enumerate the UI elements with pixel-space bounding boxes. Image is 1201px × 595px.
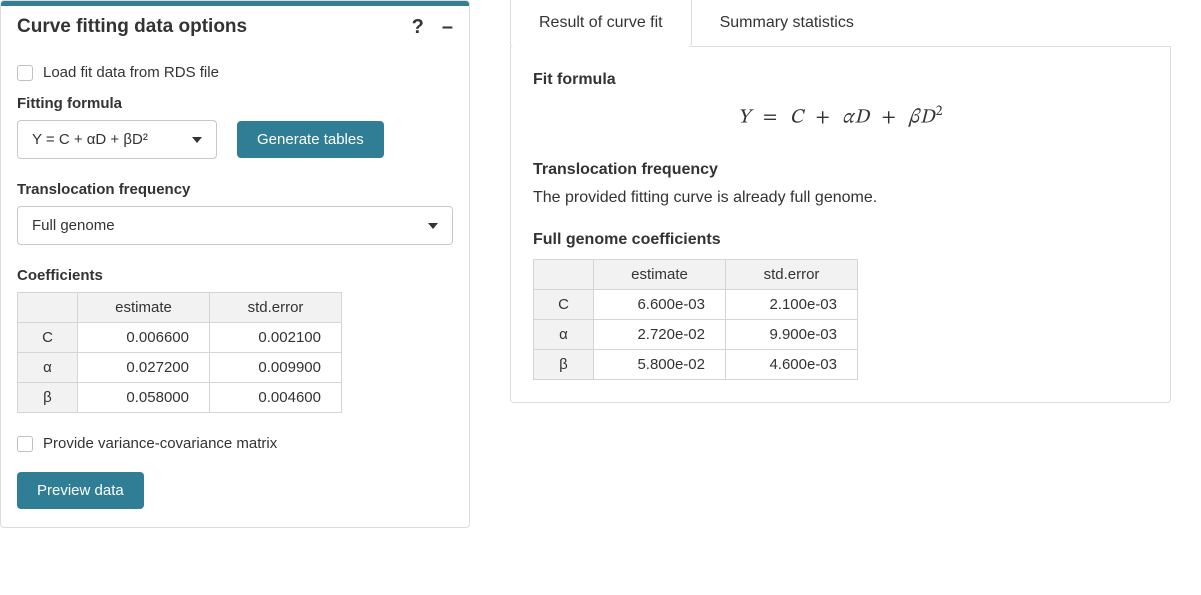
col-estimate: estimate xyxy=(594,259,726,289)
fit-formula-title: Fit formula xyxy=(533,71,1148,89)
coefficients-table: estimate std.error C 0.006600 0.002100 α… xyxy=(17,292,342,413)
tab-result-label: Result of curve fit xyxy=(539,14,663,31)
formula-select[interactable]: Y = C + αD + βD² xyxy=(17,120,217,159)
tab-summary[interactable]: Summary statistics xyxy=(692,0,882,46)
formula-beta: β xyxy=(908,108,920,128)
corner-cell xyxy=(534,259,594,289)
translocation-select[interactable]: Full genome xyxy=(17,206,453,245)
estimate-cell[interactable]: 0.058000 xyxy=(78,383,210,413)
load-rds-label: Load fit data from RDS file xyxy=(43,64,219,81)
stderr-cell[interactable]: 0.009900 xyxy=(210,353,342,383)
param-cell: α xyxy=(534,319,594,349)
table-row: C 6.600e-03 2.100e-03 xyxy=(534,289,858,319)
table-row: C 0.006600 0.002100 xyxy=(18,323,342,353)
formula-eq: = xyxy=(763,108,778,128)
load-rds-checkbox[interactable] xyxy=(17,65,33,81)
panel-header-icons: ? – xyxy=(412,17,453,37)
param-cell: α xyxy=(18,353,78,383)
preview-data-button[interactable]: Preview data xyxy=(17,472,144,509)
table-row: β 5.800e-02 4.600e-03 xyxy=(534,349,858,379)
table-header-row: estimate std.error xyxy=(18,293,342,323)
fitting-formula-label: Fitting formula xyxy=(17,95,453,112)
formula-D1: D xyxy=(855,108,871,128)
coefficients-label: Coefficients xyxy=(17,267,453,284)
estimate-cell: 5.800e-02 xyxy=(594,349,726,379)
table-row: β 0.058000 0.004600 xyxy=(18,383,342,413)
param-cell: β xyxy=(534,349,594,379)
panel-title: Curve fitting data options xyxy=(17,16,412,38)
varcov-checkbox[interactable] xyxy=(17,436,33,452)
tab-bar: Result of curve fit Summary statistics xyxy=(510,0,1171,47)
formula-plus1: + xyxy=(815,108,830,128)
stderr-cell[interactable]: 0.004600 xyxy=(210,383,342,413)
param-cell: β xyxy=(18,383,78,413)
generate-tables-button[interactable]: Generate tables xyxy=(237,121,384,158)
tab-summary-label: Summary statistics xyxy=(720,14,854,31)
stderr-cell: 4.600e-03 xyxy=(726,349,858,379)
col-stderr: std.error xyxy=(726,259,858,289)
right-column: Result of curve fit Summary statistics F… xyxy=(510,0,1201,528)
translocation-text: The provided fitting curve is already fu… xyxy=(533,189,1148,207)
estimate-cell: 6.600e-03 xyxy=(594,289,726,319)
app-layout: Curve fitting data options ? – Load fit … xyxy=(0,0,1201,528)
estimate-cell[interactable]: 0.006600 xyxy=(78,323,210,353)
estimate-cell[interactable]: 0.027200 xyxy=(78,353,210,383)
formula-exp: 2 xyxy=(936,105,944,119)
panel-header: Curve fitting data options ? – xyxy=(1,6,469,44)
fitting-formula-section: Fitting formula Y = C + αD + βD² Generat… xyxy=(17,95,453,159)
varcov-row[interactable]: Provide variance-covariance matrix xyxy=(17,435,453,452)
stderr-cell: 9.900e-03 xyxy=(726,319,858,349)
result-coef-table: estimate std.error C 6.600e-03 2.100e-03… xyxy=(533,259,858,380)
panel-body: Load fit data from RDS file Fitting form… xyxy=(1,44,469,527)
options-panel: Curve fitting data options ? – Load fit … xyxy=(0,0,470,528)
col-stderr: std.error xyxy=(210,293,342,323)
translocation-label: Translocation frequency xyxy=(17,181,453,198)
param-cell: C xyxy=(18,323,78,353)
param-cell: C xyxy=(534,289,594,319)
results-panel: Result of curve fit Summary statistics F… xyxy=(510,0,1171,403)
table-header-row: estimate std.error xyxy=(534,259,858,289)
stderr-cell[interactable]: 0.002100 xyxy=(210,323,342,353)
chevron-down-icon xyxy=(192,137,202,143)
formula-select-value: Y = C + αD + βD² xyxy=(32,131,148,148)
formula-plus2: + xyxy=(882,108,897,128)
formula-controls-row: Y = C + αD + βD² Generate tables xyxy=(17,120,453,159)
translocation-section: Translocation frequency Full genome xyxy=(17,181,453,245)
table-row: α 0.027200 0.009900 xyxy=(18,353,342,383)
left-column: Curve fitting data options ? – Load fit … xyxy=(0,0,470,528)
estimate-cell: 2.720e-02 xyxy=(594,319,726,349)
formula-D2: D xyxy=(920,108,936,128)
load-rds-row[interactable]: Load fit data from RDS file xyxy=(17,64,453,81)
fit-formula-display: Y = C + αD + βD2 xyxy=(533,103,1148,131)
formula-alpha: α xyxy=(842,108,854,128)
formula-C: C xyxy=(790,108,804,128)
translocation-value: Full genome xyxy=(32,217,115,234)
chevron-down-icon xyxy=(428,223,438,229)
help-icon[interactable]: ? xyxy=(412,17,424,37)
coefficients-section: Coefficients estimate std.error C 0.0066… xyxy=(17,267,453,413)
corner-cell xyxy=(18,293,78,323)
col-estimate: estimate xyxy=(78,293,210,323)
preview-row: Preview data xyxy=(17,472,453,509)
tab-result[interactable]: Result of curve fit xyxy=(510,0,692,47)
stderr-cell: 2.100e-03 xyxy=(726,289,858,319)
translocation-title: Translocation frequency xyxy=(533,161,1148,179)
results-content: Fit formula Y = C + αD + βD2 Translocati… xyxy=(510,47,1171,403)
table-row: α 2.720e-02 9.900e-03 xyxy=(534,319,858,349)
collapse-icon[interactable]: – xyxy=(442,17,453,37)
formula-Y: Y xyxy=(737,108,751,128)
coef-title: Full genome coefficients xyxy=(533,231,1148,249)
varcov-label: Provide variance-covariance matrix xyxy=(43,435,277,452)
